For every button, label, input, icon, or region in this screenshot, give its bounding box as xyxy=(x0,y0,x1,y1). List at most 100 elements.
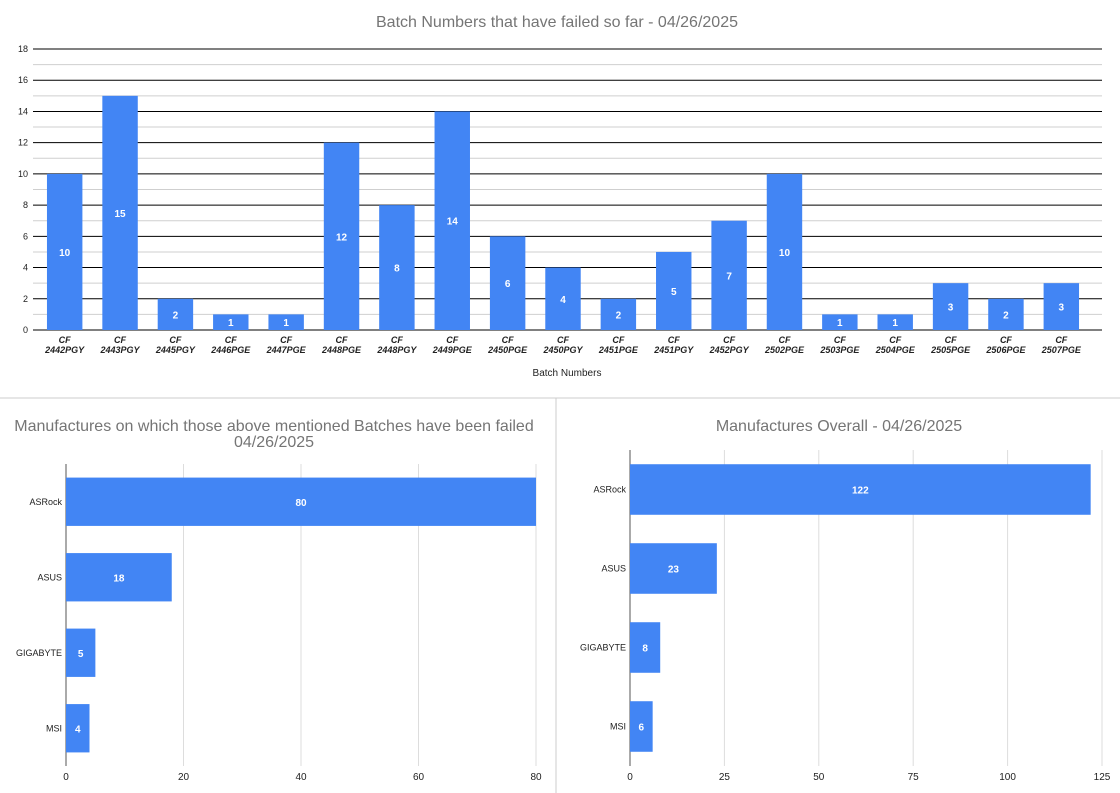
x-tick-label: 2505PGE xyxy=(930,345,971,355)
x-tick-label: 2442PGY xyxy=(44,345,85,355)
x-tick-label: 2448PGY xyxy=(376,345,417,355)
x-tick-label: 2502PGE xyxy=(764,345,805,355)
y-tick-label: 14 xyxy=(18,106,28,116)
x-tick-label: CF xyxy=(668,335,680,345)
x-tick-label: CF xyxy=(778,335,790,345)
x-axis-ticks: CF2442PGYCF2443PGYCF2445PGYCF2446PGECF24… xyxy=(44,335,1082,355)
y-axis-ticks: 0 2 4 6 8 10 12 14 16 18 xyxy=(18,44,28,335)
x-tick-label: 100 xyxy=(999,772,1016,783)
x-tick-label: 2446PGE xyxy=(210,345,251,355)
bar-data-label: 10 xyxy=(59,248,71,259)
x-tick-label: CF xyxy=(945,335,957,345)
bar-data-label: 2 xyxy=(1003,310,1009,321)
bar xyxy=(102,95,138,330)
bar xyxy=(46,173,83,330)
x-tick-label: CF xyxy=(446,335,458,345)
y-tick-label: 8 xyxy=(23,200,28,210)
y-axis-categories: ASRock ASUS GIGABYTE MSI xyxy=(580,485,627,732)
bar xyxy=(630,543,717,594)
bar-data-label: 10 xyxy=(779,248,791,259)
chart-title-date: 04/26/2025 xyxy=(234,434,314,451)
bar xyxy=(545,267,581,330)
bar-data-label: 12 xyxy=(336,232,348,243)
x-tick-label: 60 xyxy=(413,772,425,783)
x-tick-label: 2448PGE xyxy=(321,345,362,355)
bar xyxy=(600,298,637,330)
chart-bars: 10 15 2 1 1 12 8 14 6 4 2 5 7 10 1 1 3 2 3 xyxy=(46,95,1080,330)
x-tick-label: CF xyxy=(280,335,292,345)
bar xyxy=(932,283,969,330)
x-tick-label: 2449PGE xyxy=(432,345,473,355)
y-tick-label: 4 xyxy=(23,263,28,273)
x-tick-label: CF xyxy=(114,335,126,345)
category-label: MSI xyxy=(46,723,62,733)
chart-title: Manufactures on which those above mentio… xyxy=(14,418,533,435)
x-tick-label: 2447PGE xyxy=(266,345,307,355)
x-tick-label: 2450PGY xyxy=(542,345,583,355)
bar xyxy=(489,236,526,330)
bar-data-label: 3 xyxy=(1059,303,1065,314)
chart-bars: 122 23 8 6 xyxy=(630,464,1091,752)
x-tick-label: 50 xyxy=(813,772,825,783)
bar-data-label: 4 xyxy=(75,724,81,735)
x-tick-label: CF xyxy=(834,335,846,345)
x-tick-label: 25 xyxy=(719,772,731,783)
x-tick-label: 2443PGY xyxy=(100,345,141,355)
bar xyxy=(157,298,194,330)
y-tick-label: 6 xyxy=(23,231,28,241)
bar xyxy=(379,205,415,330)
bar-data-label: 15 xyxy=(114,209,126,220)
bar xyxy=(656,251,692,330)
bar xyxy=(66,704,90,753)
category-label: MSI xyxy=(610,722,626,732)
bar-data-label: 80 xyxy=(295,498,307,509)
bar-data-label: 1 xyxy=(892,318,898,329)
bar xyxy=(434,111,470,330)
x-tick-label: CF xyxy=(889,335,901,345)
category-label: ASUS xyxy=(601,564,626,574)
bar-data-label: 8 xyxy=(642,644,648,655)
category-label: ASUS xyxy=(37,572,62,582)
bar-data-label: 18 xyxy=(113,573,125,584)
bar xyxy=(630,622,661,673)
x-tick-label: 2506PGE xyxy=(985,345,1026,355)
chart-title: Batch Numbers that have failed so far - … xyxy=(376,14,738,31)
bar xyxy=(988,298,1024,330)
x-tick-label: 0 xyxy=(63,772,69,783)
bar xyxy=(213,314,249,330)
bar xyxy=(66,628,96,677)
bar xyxy=(66,477,536,526)
x-tick-label: 2504PGE xyxy=(875,345,916,355)
bar-data-label: 6 xyxy=(505,279,511,290)
category-label: ASRock xyxy=(593,485,626,495)
manufacturer-failed-chart: Manufactures on which those above mentio… xyxy=(14,418,542,783)
bar-data-label: 2 xyxy=(616,310,622,321)
y-tick-label: 10 xyxy=(18,169,28,179)
x-axis-ticks: 0 20 40 60 80 xyxy=(63,772,542,783)
bar xyxy=(711,220,747,330)
x-tick-label: CF xyxy=(557,335,569,345)
bar-data-label: 5 xyxy=(671,287,677,298)
category-label: GIGABYTE xyxy=(16,648,62,658)
y-tick-label: 18 xyxy=(18,44,28,54)
y-tick-label: 12 xyxy=(18,138,28,148)
x-tick-label: 2445PGY xyxy=(155,345,196,355)
bar-data-label: 2 xyxy=(173,310,179,321)
x-tick-label: CF xyxy=(1055,335,1067,345)
chart-bars: 80 18 5 4 xyxy=(66,477,536,753)
bar-data-label: 1 xyxy=(837,318,843,329)
x-tick-label: 2450PGE xyxy=(487,345,528,355)
bar-data-label: 23 xyxy=(668,565,680,576)
x-tick-label: 2451PGE xyxy=(598,345,639,355)
x-tick-label: 125 xyxy=(1094,772,1111,783)
x-tick-label: 2451PGY xyxy=(653,345,694,355)
x-tick-label: CF xyxy=(391,335,403,345)
bar-data-label: 7 xyxy=(726,271,732,282)
x-tick-label: CF xyxy=(1000,335,1012,345)
x-tick-label: CF xyxy=(502,335,514,345)
x-tick-label: CF xyxy=(336,335,348,345)
x-tick-label: 20 xyxy=(178,772,190,783)
x-tick-label: 2452PGY xyxy=(709,345,750,355)
x-tick-label: 40 xyxy=(295,772,307,783)
